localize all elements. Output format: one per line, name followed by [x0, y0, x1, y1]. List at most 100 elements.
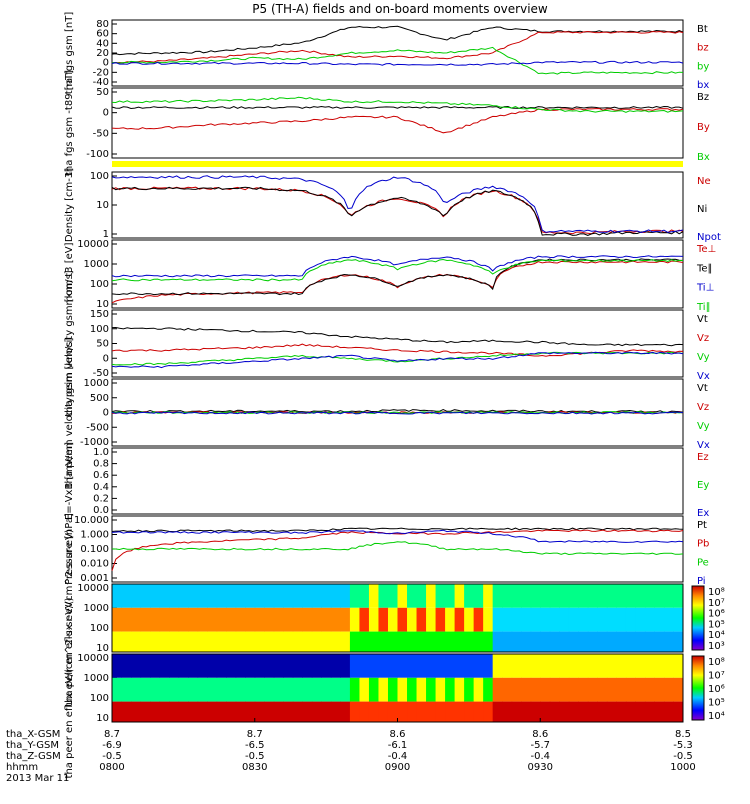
panel-frame — [111, 583, 684, 653]
panel-ylabel: Pressure [nPa] — [64, 513, 75, 585]
spectrogram-cell — [397, 654, 408, 678]
spectrogram-cell — [559, 584, 570, 608]
spectrogram-cell — [663, 607, 674, 632]
xaxis-value: 8.6 — [532, 729, 548, 740]
legend-label: Vx — [697, 440, 710, 451]
spectrogram-cell — [549, 677, 560, 702]
spectrogram-cell — [568, 677, 579, 702]
spectrogram-cell — [654, 677, 665, 702]
spectrogram-cell — [616, 607, 627, 632]
spectrogram-cell — [511, 607, 522, 632]
ytick-label: -500 — [86, 422, 109, 433]
legend-label: Vt — [697, 314, 708, 325]
spectrogram-cell — [140, 631, 151, 652]
series-line-pb — [111, 529, 684, 571]
spectrogram-cell — [625, 654, 636, 678]
spectrogram-cell — [216, 584, 227, 608]
spectrogram-cell — [188, 677, 199, 702]
spectrogram-cell — [606, 654, 617, 678]
spectrogram-cell — [283, 607, 294, 632]
spectrogram-cell — [502, 654, 513, 678]
spectrogram-cell — [121, 607, 132, 632]
spectrogram-cell — [178, 584, 189, 608]
colorbar-tick: 10⁴ — [708, 630, 725, 641]
colorbar-tick: 10⁸ — [708, 657, 725, 668]
spectrogram-cell — [150, 701, 161, 722]
spectrogram-cell — [245, 631, 256, 652]
ytick-label: 60 — [96, 29, 109, 40]
spectrogram-cell — [121, 631, 132, 652]
spectrogram-cell — [673, 607, 684, 632]
ytick-label: -50 — [93, 368, 109, 379]
colorbar-tick: 10⁶ — [708, 609, 725, 620]
spectrogram-cell — [368, 677, 379, 702]
spectrogram-cell — [540, 677, 551, 702]
spectrogram-cell — [226, 677, 237, 702]
spectrogram-cell — [445, 701, 456, 722]
spectrogram-cell — [549, 701, 560, 722]
ytick-label: -50 — [93, 128, 109, 139]
panel-ylabel: tha peim velocity gsm [km/s] — [64, 270, 75, 417]
spectrogram-cell — [435, 631, 446, 652]
xaxis-value: 0800 — [99, 762, 124, 773]
ytick-label: 100 — [90, 279, 109, 290]
spectrogram-cell — [445, 607, 456, 632]
spectrogram-cell — [578, 631, 589, 652]
spectrogram-cell — [492, 607, 503, 632]
colorbar-tick: 10⁵ — [708, 619, 725, 630]
legend-label: bz — [697, 43, 709, 54]
spectrogram-cell — [606, 584, 617, 608]
xaxis-row-label: tha_Y-GSM — [6, 740, 59, 751]
xaxis-value: -6.5 — [245, 740, 265, 751]
spectrogram-cell — [292, 677, 303, 702]
spectrogram-cell — [340, 631, 351, 652]
spectrogram-cell — [616, 654, 627, 678]
spectrogram-cell — [473, 607, 484, 632]
series-line-ti — [111, 258, 683, 282]
spectrogram-cell — [121, 654, 132, 678]
spectrogram-cell — [464, 701, 475, 722]
panel-frame — [111, 87, 684, 159]
xaxis-value: 0900 — [385, 762, 410, 773]
ytick-label: 100 — [90, 623, 109, 634]
xaxis-value: -6.9 — [102, 740, 122, 751]
panel-ylabel: tha fgs gsm -t89 [nT] — [64, 70, 75, 176]
legend-label: Pb — [697, 539, 709, 550]
spectrogram-cell — [112, 677, 123, 702]
xaxis-row-label: tha_X-GSM — [6, 729, 60, 740]
spectrogram-cell — [207, 654, 218, 678]
spectrogram-cell — [121, 584, 132, 608]
spectrogram-cell — [606, 607, 617, 632]
spectrogram-cell — [483, 701, 494, 722]
spectrogram-cell — [587, 607, 598, 632]
spectrogram-cell — [644, 631, 655, 652]
spectrogram-cell — [245, 607, 256, 632]
spectrogram-cell — [625, 631, 636, 652]
ytick-label: 0 — [103, 408, 109, 419]
spectrogram-cell — [397, 607, 408, 632]
spectrogram-cell — [368, 631, 379, 652]
spectrogram-cell — [311, 584, 322, 608]
spectrogram-cell — [197, 677, 208, 702]
spectrogram-cell — [435, 701, 446, 722]
spectrogram-cell — [654, 654, 665, 678]
spectrogram-cell — [321, 677, 332, 702]
spectrogram-cell — [559, 654, 570, 678]
legend-label: Te⊥ — [696, 244, 716, 255]
spectrogram-cell — [368, 701, 379, 722]
spectrogram-cell — [625, 701, 636, 722]
spectrogram-cell — [521, 654, 532, 678]
colorbar-tick: 10⁵ — [708, 698, 725, 709]
spectrogram-cell — [407, 631, 418, 652]
spectrogram-cell — [435, 607, 446, 632]
spectrogram-cell — [359, 631, 370, 652]
spectrogram-cell — [226, 584, 237, 608]
spectrogram-cell — [635, 631, 646, 652]
legend-label: Vz — [697, 333, 709, 344]
spectrogram-cell — [131, 631, 142, 652]
spectrogram-cell — [216, 607, 227, 632]
series-line-bx — [111, 96, 684, 113]
spectrogram-cell — [407, 701, 418, 722]
spectrogram-cell — [197, 607, 208, 632]
spectrogram-cell — [245, 701, 256, 722]
